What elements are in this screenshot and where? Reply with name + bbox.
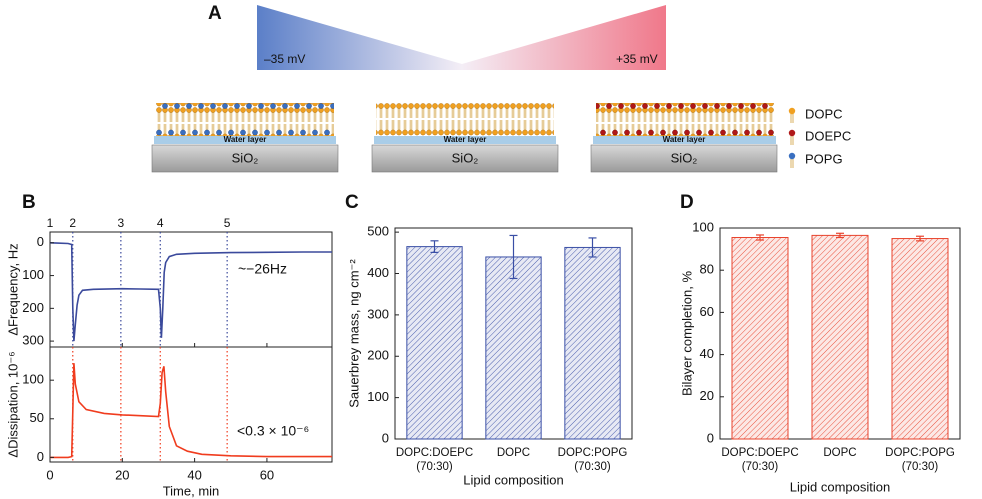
lipid-layer xyxy=(376,103,554,136)
x-tick-label: (70:30) xyxy=(742,461,779,473)
y-tick-label: 500 xyxy=(367,224,389,239)
y-tick-label: 0 xyxy=(707,430,714,445)
panel-letter: B xyxy=(22,192,36,213)
bilayer: Water layer SiO₂ xyxy=(371,103,559,173)
y-tick-label: 100 xyxy=(22,267,44,282)
step-label: 4 xyxy=(157,216,164,230)
legend-icon xyxy=(788,129,796,137)
y-tick-label: 200 xyxy=(367,348,389,363)
data-line xyxy=(50,363,332,459)
substrate xyxy=(151,144,339,173)
error-bar xyxy=(509,234,518,280)
substrate xyxy=(590,144,778,173)
error-bar xyxy=(430,240,439,254)
legend-icon xyxy=(788,107,796,115)
panel-letter: D xyxy=(680,192,694,213)
x-tick-label: DOPC xyxy=(823,447,856,459)
bar xyxy=(891,238,949,440)
step-label: 1 xyxy=(47,216,54,230)
x-tick-label: DOPC:POPG xyxy=(885,447,955,459)
y-tick-label: 100 xyxy=(692,219,714,234)
y-tick-label: 80 xyxy=(700,262,714,277)
x-axis-label: Lipid composition xyxy=(790,479,890,494)
potential-ramp xyxy=(257,5,666,70)
y-tick-label: 400 xyxy=(367,265,389,280)
y-axis-label: Sauerbrey mass, ng cm⁻² xyxy=(346,259,361,408)
error-bar xyxy=(756,234,764,241)
legend: DOPC DOEPC POPG xyxy=(788,106,851,168)
y-tick-label: 100 xyxy=(367,389,389,404)
water-label: Water layer xyxy=(663,135,706,144)
y-tick-label: 200 xyxy=(22,300,44,315)
x-tick-label: (70:30) xyxy=(902,461,939,473)
y-tick-label: 0 xyxy=(37,449,44,464)
y-tick-label: 100 xyxy=(22,372,44,387)
water-label: Water layer xyxy=(444,135,487,144)
potential-label: –35 mV xyxy=(264,52,305,66)
y-axis-label: ΔFrequency, Hz xyxy=(5,243,20,335)
error-bar xyxy=(836,232,844,239)
bilayer: Water layer SiO₂ xyxy=(590,103,778,173)
legend-label: DOPC xyxy=(805,106,843,121)
potential-label: +35 mV xyxy=(616,52,658,66)
x-tick-label: (70:30) xyxy=(416,461,453,473)
x-tick-label: DOPC:POPG xyxy=(558,447,628,459)
step-label: 5 xyxy=(224,216,231,230)
x-tick-label: DOPC xyxy=(497,447,530,459)
y-tick-label: 300 xyxy=(22,333,44,348)
step-label: 2 xyxy=(69,216,76,230)
legend-label: DOEPC xyxy=(805,128,851,143)
error-bar xyxy=(916,235,924,242)
plot-frame xyxy=(49,346,333,463)
water-layer xyxy=(593,136,776,144)
x-tick-label: 20 xyxy=(115,467,129,482)
x-axis-label: Lipid composition xyxy=(463,472,563,487)
y-tick-label: 60 xyxy=(700,304,714,319)
x-tick-label: 0 xyxy=(46,467,53,482)
x-tick-label: 40 xyxy=(187,467,201,482)
substrate-label: SiO₂ xyxy=(452,150,479,165)
y-tick-label: 0 xyxy=(382,430,389,445)
step-label: 3 xyxy=(118,216,125,230)
x-tick-label: 60 xyxy=(260,467,274,482)
error-bar xyxy=(588,237,597,258)
y-axis-label: ΔDissipation, 10⁻⁶ xyxy=(5,351,20,457)
substrate-label: SiO₂ xyxy=(671,150,698,165)
water-layer xyxy=(154,136,336,144)
bilayer: Water layer SiO₂ xyxy=(151,103,339,173)
x-axis-label: Time, min xyxy=(163,483,220,498)
legend-icon xyxy=(788,152,796,160)
water-layer xyxy=(374,136,556,144)
y-tick-label: 300 xyxy=(367,306,389,321)
panel-letter: C xyxy=(345,192,359,213)
bar xyxy=(811,234,869,440)
y-tick-label: 40 xyxy=(700,346,714,361)
substrate-label: SiO₂ xyxy=(232,150,259,165)
bar xyxy=(564,246,621,440)
x-tick-label: DOPC:DOEPC xyxy=(721,447,798,459)
panel-letter: A xyxy=(208,3,222,24)
lipid-layer xyxy=(596,103,774,136)
y-tick-label: 20 xyxy=(700,388,714,403)
data-line xyxy=(49,242,332,342)
bar xyxy=(485,256,542,440)
substrate xyxy=(371,144,559,173)
x-tick-label: (70:30) xyxy=(574,461,611,473)
water-label: Water layer xyxy=(224,135,267,144)
legend-label: POPG xyxy=(805,151,843,166)
annotation: ~−26Hz xyxy=(238,261,287,277)
y-axis-label: Bilayer completion, % xyxy=(679,271,694,396)
bar xyxy=(406,246,463,440)
y-tick-label: 50 xyxy=(30,410,44,425)
bar xyxy=(731,236,789,440)
y-tick-label: 0 xyxy=(37,234,44,249)
annotation: <0.3 × 10⁻⁶ xyxy=(237,423,309,439)
lipid-layer xyxy=(156,103,334,136)
x-tick-label: DOPC:DOEPC xyxy=(396,447,473,459)
